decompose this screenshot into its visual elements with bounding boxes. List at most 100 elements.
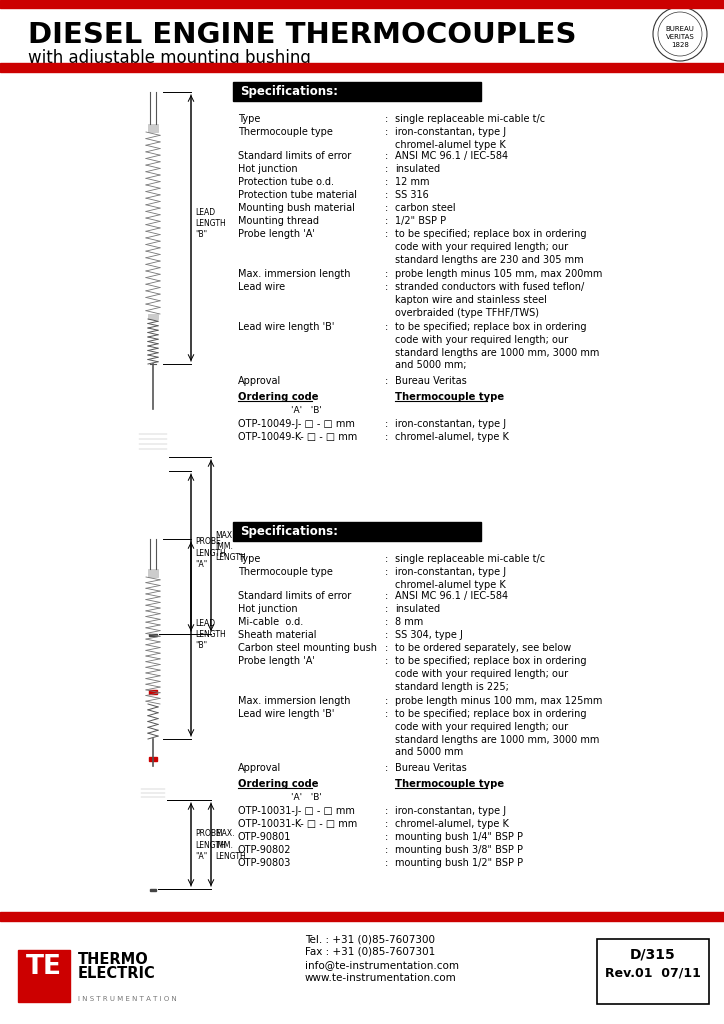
Text: :: : — [385, 190, 388, 200]
Bar — [145, 425, 161, 430]
Text: LEAD
LENGTH
"B": LEAD LENGTH "B" — [195, 208, 226, 240]
Bar — [150, 889, 156, 891]
Bar — [148, 124, 158, 132]
Text: :: : — [385, 419, 388, 429]
Text: Bureau Veritas: Bureau Veritas — [395, 376, 467, 386]
Text: :: : — [385, 819, 388, 829]
Text: Thermocouple type: Thermocouple type — [238, 127, 333, 137]
Text: LEAD
LENGTH
"B": LEAD LENGTH "B" — [195, 618, 226, 650]
Text: :: : — [385, 696, 388, 706]
Text: Type: Type — [238, 554, 261, 564]
Bar — [150, 800, 156, 889]
Text: Max. immersion length: Max. immersion length — [238, 696, 350, 706]
Text: carbon steel: carbon steel — [395, 203, 455, 213]
Text: PROBE
LENGTH
"A": PROBE LENGTH "A" — [195, 829, 226, 861]
Text: probe length minus 105 mm, max 200mm: probe length minus 105 mm, max 200mm — [395, 269, 602, 279]
Text: Standard limits of error: Standard limits of error — [238, 591, 351, 601]
Text: 8 mm: 8 mm — [395, 617, 424, 627]
Text: OTP-10031-J- □ - □ mm: OTP-10031-J- □ - □ mm — [238, 806, 355, 816]
Text: I N S T R U M E N T A T I O N: I N S T R U M E N T A T I O N — [78, 996, 177, 1002]
Text: :: : — [385, 591, 388, 601]
Text: Probe length 'A': Probe length 'A' — [238, 656, 315, 666]
Text: Lead wire length 'B': Lead wire length 'B' — [238, 322, 334, 332]
Text: ANSI MC 96.1 / IEC-584: ANSI MC 96.1 / IEC-584 — [395, 151, 508, 161]
Bar — [0, 0, 724, 8]
Text: Bureau Veritas: Bureau Veritas — [395, 763, 467, 773]
Text: chromel-alumel, type K: chromel-alumel, type K — [395, 432, 509, 442]
Text: Mounting thread: Mounting thread — [238, 216, 319, 226]
Text: with adjustable mounting bushing: with adjustable mounting bushing — [28, 49, 311, 67]
Text: :: : — [385, 203, 388, 213]
Text: info@te-instrumentation.com: info@te-instrumentation.com — [305, 961, 459, 970]
Text: :: : — [385, 432, 388, 442]
Text: :: : — [385, 269, 388, 279]
Text: Protection tube material: Protection tube material — [238, 190, 357, 200]
Bar — [139, 430, 167, 452]
Text: probe length minus 100 mm, max 125mm: probe length minus 100 mm, max 125mm — [395, 696, 602, 706]
Text: :: : — [385, 164, 388, 174]
Text: :: : — [385, 177, 388, 187]
Text: to be specified; replace box in ordering
code with your required length; our
sta: to be specified; replace box in ordering… — [395, 709, 599, 758]
Bar — [148, 314, 158, 319]
Text: Hot junction: Hot junction — [238, 604, 298, 614]
Text: :: : — [385, 709, 388, 719]
Bar — [148, 569, 158, 577]
Text: MAX.
IMM.
LENGTH: MAX. IMM. LENGTH — [215, 829, 245, 861]
Text: iron-constantan, type J
chromel-alumel type K: iron-constantan, type J chromel-alumel t… — [395, 567, 506, 590]
Text: Thermocouple type: Thermocouple type — [395, 392, 504, 402]
Text: iron-constantan, type J: iron-constantan, type J — [395, 419, 506, 429]
Text: stranded conductors with fused teflon/
kapton wire and stainless steel
overbraid: stranded conductors with fused teflon/ k… — [395, 282, 584, 317]
Text: :: : — [385, 858, 388, 868]
Text: :: : — [385, 831, 388, 842]
Text: www.te-instrumentation.com: www.te-instrumentation.com — [305, 973, 457, 983]
Text: D/315: D/315 — [630, 948, 676, 962]
Bar — [142, 766, 164, 780]
Text: to be specified; replace box in ordering
code with your required length; our
sta: to be specified; replace box in ordering… — [395, 229, 586, 264]
Text: to be ordered separately, see below: to be ordered separately, see below — [395, 643, 571, 653]
Text: :: : — [385, 617, 388, 627]
Text: OTP-90801: OTP-90801 — [238, 831, 291, 842]
Text: :: : — [385, 567, 388, 577]
Text: Specifications:: Specifications: — [240, 85, 338, 98]
Text: Mounting bush material: Mounting bush material — [238, 203, 355, 213]
Text: Standard limits of error: Standard limits of error — [238, 151, 351, 161]
Text: Type: Type — [238, 114, 261, 124]
Text: :: : — [385, 554, 388, 564]
Text: iron-constantan, type J
chromel-alumel type K: iron-constantan, type J chromel-alumel t… — [395, 127, 506, 150]
Text: Mi-cable  o.d.: Mi-cable o.d. — [238, 617, 303, 627]
Text: OTP-10031-K- □ - □ mm: OTP-10031-K- □ - □ mm — [238, 819, 357, 829]
Text: Thermocouple type: Thermocouple type — [395, 779, 504, 790]
Text: single replaceable mi-cable t/c: single replaceable mi-cable t/c — [395, 114, 545, 124]
Text: Max. immersion length: Max. immersion length — [238, 269, 350, 279]
Text: SS 316: SS 316 — [395, 190, 429, 200]
Text: OTP-10049-J- □ - □ mm: OTP-10049-J- □ - □ mm — [238, 419, 355, 429]
Bar — [597, 939, 709, 1004]
Text: :: : — [385, 376, 388, 386]
Text: Approval: Approval — [238, 376, 281, 386]
Text: MAX.
IMM.
LENGTH: MAX. IMM. LENGTH — [215, 530, 245, 562]
Text: :: : — [385, 604, 388, 614]
Bar — [18, 950, 70, 1002]
Text: single replaceable mi-cable t/c: single replaceable mi-cable t/c — [395, 554, 545, 564]
Text: mounting bush 1/4" BSP P: mounting bush 1/4" BSP P — [395, 831, 523, 842]
Text: 'A'   'B': 'A' 'B' — [291, 793, 322, 802]
Text: :: : — [385, 630, 388, 640]
Text: Lead wire: Lead wire — [238, 282, 285, 292]
Text: Carbon steel mounting bush: Carbon steel mounting bush — [238, 643, 377, 653]
Bar — [0, 63, 724, 72]
Text: 'A'   'B': 'A' 'B' — [291, 406, 322, 415]
Text: iron-constantan, type J: iron-constantan, type J — [395, 806, 506, 816]
Text: Ordering code: Ordering code — [238, 392, 319, 402]
Text: insulated: insulated — [395, 604, 440, 614]
Text: insulated: insulated — [395, 164, 440, 174]
Text: :: : — [385, 845, 388, 855]
Bar — [0, 912, 724, 921]
Text: ANSI MC 96.1 / IEC-584: ANSI MC 96.1 / IEC-584 — [395, 591, 508, 601]
Text: Rev.01  07/11: Rev.01 07/11 — [605, 967, 701, 980]
Text: :: : — [385, 229, 388, 239]
Text: Ordering code: Ordering code — [238, 779, 319, 790]
Bar — [145, 452, 161, 457]
Bar — [233, 82, 481, 101]
Text: :: : — [385, 282, 388, 292]
Text: Thermocouple type: Thermocouple type — [238, 567, 333, 577]
